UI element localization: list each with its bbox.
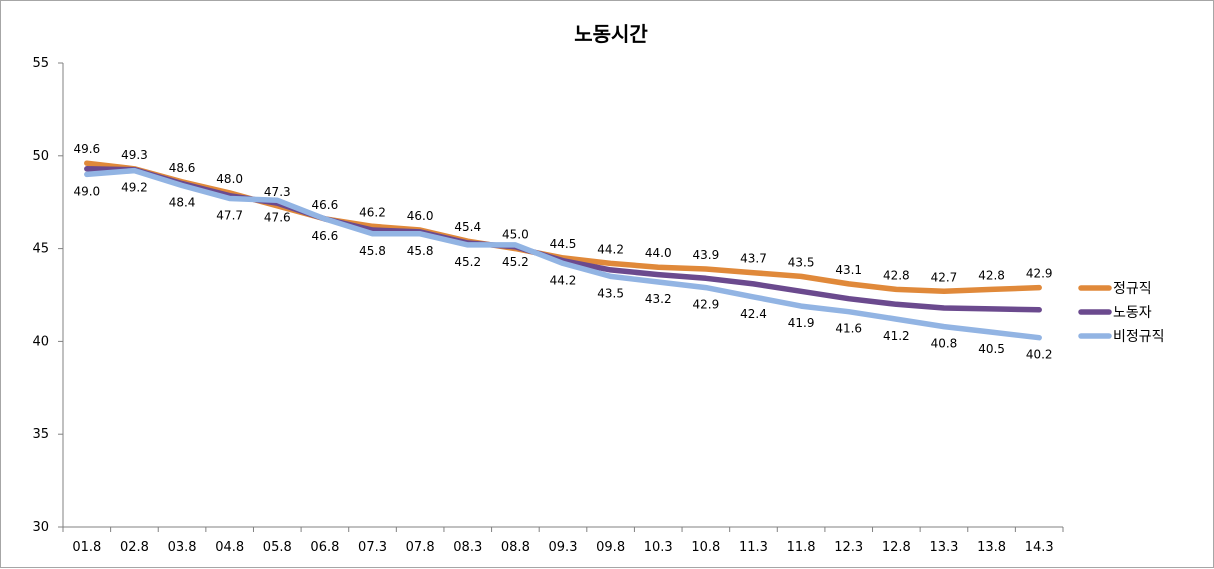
data-label: 43.2 <box>645 292 672 306</box>
x-tick-label: 13.3 <box>929 540 958 555</box>
data-label: 45.4 <box>454 220 481 234</box>
chart-title: 노동시간 <box>574 22 648 46</box>
x-tick-label: 14.3 <box>1025 540 1054 555</box>
data-label: 43.9 <box>692 248 719 262</box>
data-label: 45.8 <box>359 244 386 258</box>
x-tick-label: 07.3 <box>358 540 387 555</box>
x-tick-label: 11.8 <box>787 540 816 555</box>
data-label: 46.6 <box>312 229 339 243</box>
x-tick-label: 02.8 <box>120 540 149 555</box>
data-label: 44.5 <box>550 237 577 251</box>
x-tick-label: 03.8 <box>168 540 197 555</box>
x-tick-label: 07.8 <box>406 540 435 555</box>
data-label: 45.0 <box>502 228 529 242</box>
x-tick-label: 08.8 <box>501 540 530 555</box>
y-tick-label: 30 <box>32 520 49 535</box>
data-label: 48.0 <box>216 172 243 186</box>
data-label: 42.8 <box>978 268 1005 282</box>
data-labels: 49.6 49.3 48.6 48.0 47.3 46.6 46.2 46.0 45.4 45.0… <box>73 142 1052 361</box>
x-tick-label: 09.3 <box>549 540 578 555</box>
data-label: 43.7 <box>740 252 767 266</box>
x-tick-label: 05.8 <box>263 540 292 555</box>
data-label: 40.2 <box>1026 348 1053 362</box>
y-tick-label: 55 <box>32 56 49 71</box>
data-label: 46.6 <box>312 198 339 212</box>
data-label: 44.2 <box>550 273 577 287</box>
data-label: 43.1 <box>835 263 862 277</box>
data-label: 42.9 <box>1026 267 1053 281</box>
data-label: 44.2 <box>597 242 624 256</box>
data-label: 45.8 <box>407 244 434 258</box>
data-label: 41.6 <box>835 322 862 336</box>
x-tick-label: 04.8 <box>215 540 244 555</box>
x-tick-label: 11.3 <box>739 540 768 555</box>
x-tick-label: 10.3 <box>644 540 673 555</box>
data-label: 45.2 <box>454 255 481 269</box>
data-label: 44.0 <box>645 246 672 260</box>
y-tick-label: 50 <box>32 149 49 164</box>
data-label: 41.9 <box>788 316 815 330</box>
data-label: 49.0 <box>73 184 100 198</box>
x-tick-label: 12.8 <box>882 540 911 555</box>
data-label: 49.2 <box>121 181 148 195</box>
data-label: 41.2 <box>883 329 910 343</box>
data-label: 42.4 <box>740 307 767 321</box>
y-tick-label: 35 <box>32 427 49 442</box>
data-label: 47.6 <box>264 210 291 224</box>
axes: 30 35 40 45 50 55 01.8 02.8 03.8 04.8 05.8 06.8 07.3… <box>32 56 1064 555</box>
data-label: 42.9 <box>692 298 719 312</box>
data-label: 48.4 <box>169 195 196 209</box>
x-tick-label: 10.8 <box>691 540 720 555</box>
data-label: 45.2 <box>502 255 529 269</box>
x-tick-label: 06.8 <box>310 540 339 555</box>
x-tick-label: 13.8 <box>977 540 1006 555</box>
series-lines <box>84 160 1042 341</box>
x-tick-label: 12.3 <box>834 540 863 555</box>
data-label: 42.7 <box>931 270 958 284</box>
data-label: 40.8 <box>931 337 958 351</box>
data-label: 40.5 <box>978 342 1005 356</box>
y-tick-label: 45 <box>32 242 49 257</box>
legend-label: 정규직 <box>1113 281 1152 297</box>
x-tick-label: 01.8 <box>72 540 101 555</box>
data-label: 47.7 <box>216 208 243 222</box>
data-label: 43.5 <box>597 286 624 300</box>
data-label: 49.6 <box>73 142 100 156</box>
x-tick-label: 08.3 <box>453 540 482 555</box>
legend-label: 노동자 <box>1113 305 1152 321</box>
y-tick-label: 40 <box>32 334 49 349</box>
x-tick-label: 09.8 <box>596 540 625 555</box>
data-label: 47.3 <box>264 185 291 199</box>
data-label: 48.6 <box>169 161 196 175</box>
data-label: 42.8 <box>883 268 910 282</box>
series-line-3 <box>84 167 1042 341</box>
data-label: 46.0 <box>407 209 434 223</box>
legend-label: 비정규직 <box>1113 329 1165 345</box>
data-label: 43.5 <box>788 255 815 269</box>
data-label: 49.3 <box>121 148 148 162</box>
data-label: 46.2 <box>359 205 386 219</box>
